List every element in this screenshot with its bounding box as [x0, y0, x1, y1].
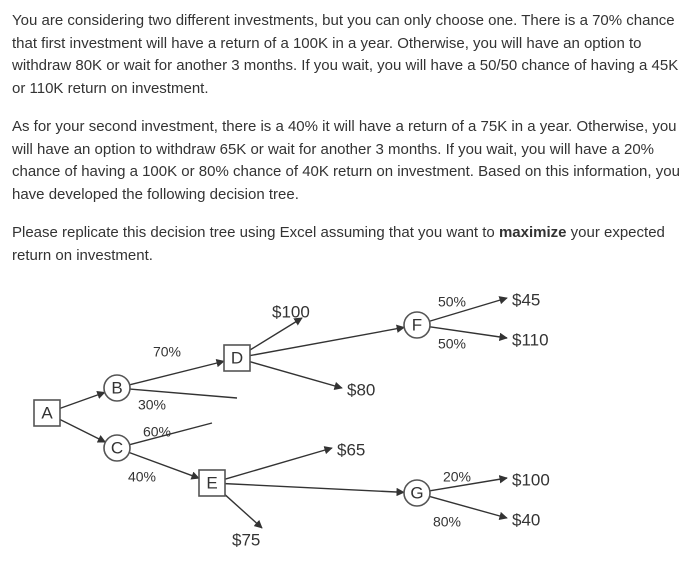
edge-label: 40%: [128, 469, 156, 485]
node-A-label: A: [41, 403, 53, 422]
edge-A-C: [60, 420, 105, 443]
node-E-label: E: [206, 473, 217, 492]
p3-strong: maximize: [499, 224, 567, 241]
edge-B-D: [130, 361, 224, 385]
terminal-payoff: $80: [347, 380, 375, 399]
terminal-payoff: $110: [512, 330, 549, 349]
decision-tree-svg: 70% 30% 60% 40% $100 $80 $65 $75 50% $45 50% $110 20…: [12, 283, 572, 553]
decision-tree-diagram: 70% 30% 60% 40% $100 $80 $65 $75 50% $45 50% $110 20…: [12, 283, 687, 561]
edge-E-G: [225, 484, 404, 493]
edge-label: 30%: [138, 397, 166, 413]
terminal-payoff: $40: [512, 510, 540, 529]
node-B-label: B: [111, 378, 122, 397]
edge-label: 80%: [433, 514, 461, 530]
p3-before: Please replicate this decision tree usin…: [12, 224, 499, 241]
terminal-payoff: $100: [272, 302, 310, 321]
problem-paragraph-3: Please replicate this decision tree usin…: [12, 222, 687, 267]
edge-E-pt: [225, 495, 262, 528]
node-G-label: G: [410, 483, 423, 502]
node-D-label: D: [231, 348, 243, 367]
node-F-label: F: [412, 315, 422, 334]
edge-label: 50%: [438, 336, 466, 352]
edge-label: 20%: [443, 469, 471, 485]
terminal-payoff: $65: [337, 440, 365, 459]
edge-A-B: [60, 392, 105, 408]
node-C-label: C: [111, 438, 123, 457]
terminal-payoff: $45: [512, 290, 540, 309]
edge-E-pt: [225, 448, 332, 479]
terminal-payoff: $75: [232, 530, 260, 549]
edge-D-pt: [250, 318, 302, 350]
edge-label: 60%: [143, 424, 171, 440]
edge-D-F: [250, 327, 404, 355]
problem-paragraph-2: As for your second investment, there is …: [12, 116, 687, 206]
terminal-payoff: $100: [512, 470, 550, 489]
problem-paragraph-1: You are considering two different invest…: [12, 10, 687, 100]
edge-label: 70%: [153, 344, 181, 360]
edge-D-pt: [250, 362, 342, 388]
edge-label: 50%: [438, 294, 466, 310]
